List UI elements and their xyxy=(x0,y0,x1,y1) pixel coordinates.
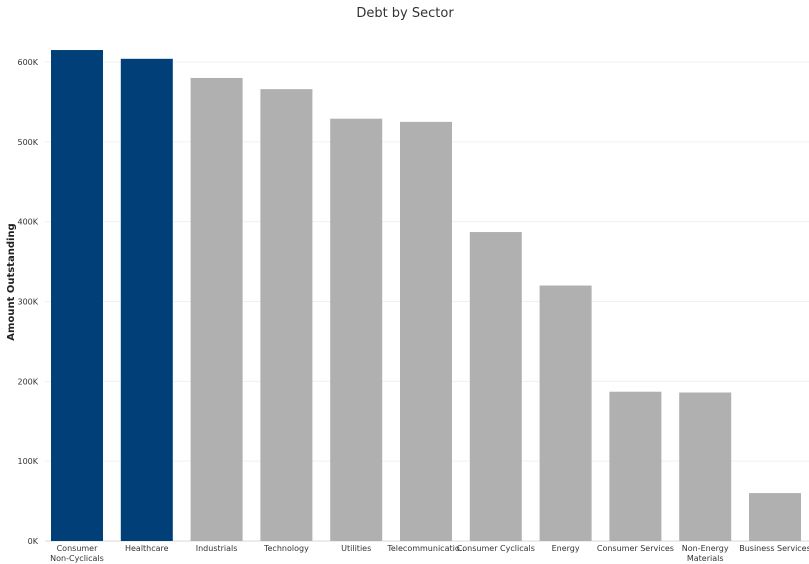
x-tick-label: Technology xyxy=(263,544,309,553)
y-tick-label: 0K xyxy=(28,537,39,546)
x-tick-label: Utilities xyxy=(341,544,371,553)
y-axis-ticks: 0K 100K 200K 300K 400K 500K 600K xyxy=(17,58,38,546)
y-tick-label: 500K xyxy=(17,138,38,147)
bar xyxy=(539,285,592,541)
bar xyxy=(400,121,452,541)
x-tick-label: Non-Energy Materials xyxy=(682,544,729,563)
bar xyxy=(51,50,103,542)
x-tick-label: Energy xyxy=(552,544,580,553)
x-tick-label: Telecommunicatio.. xyxy=(386,544,464,553)
chart-title: Debt by Sector xyxy=(356,6,454,21)
y-tick-label: 300K xyxy=(17,298,38,307)
bars xyxy=(51,50,801,542)
x-tick-label: Business Services xyxy=(739,544,809,553)
x-tick-label: Healthcare xyxy=(125,544,169,553)
bar xyxy=(330,118,383,541)
bar xyxy=(120,58,173,541)
bar xyxy=(469,232,522,542)
y-tick-label: 400K xyxy=(17,218,38,227)
bar xyxy=(190,77,243,541)
y-tick-label: 100K xyxy=(17,457,38,466)
y-axis-label: Amount Outstanding xyxy=(6,223,17,340)
y-tick-label: 600K xyxy=(17,58,38,67)
bar xyxy=(609,391,662,541)
bar xyxy=(679,392,732,541)
x-tick-label: Industrials xyxy=(196,544,238,553)
x-axis-ticks: Consumer Non-Cyclicals Healthcare Industria… xyxy=(50,544,809,563)
y-tick-label: 200K xyxy=(17,377,38,386)
bar xyxy=(260,89,313,541)
x-tick-label: Consumer Cyclicals xyxy=(457,544,535,553)
bar xyxy=(749,493,801,541)
x-tick-label: Consumer Non-Cyclicals xyxy=(50,544,104,563)
x-tick-label: Consumer Services xyxy=(597,544,674,553)
